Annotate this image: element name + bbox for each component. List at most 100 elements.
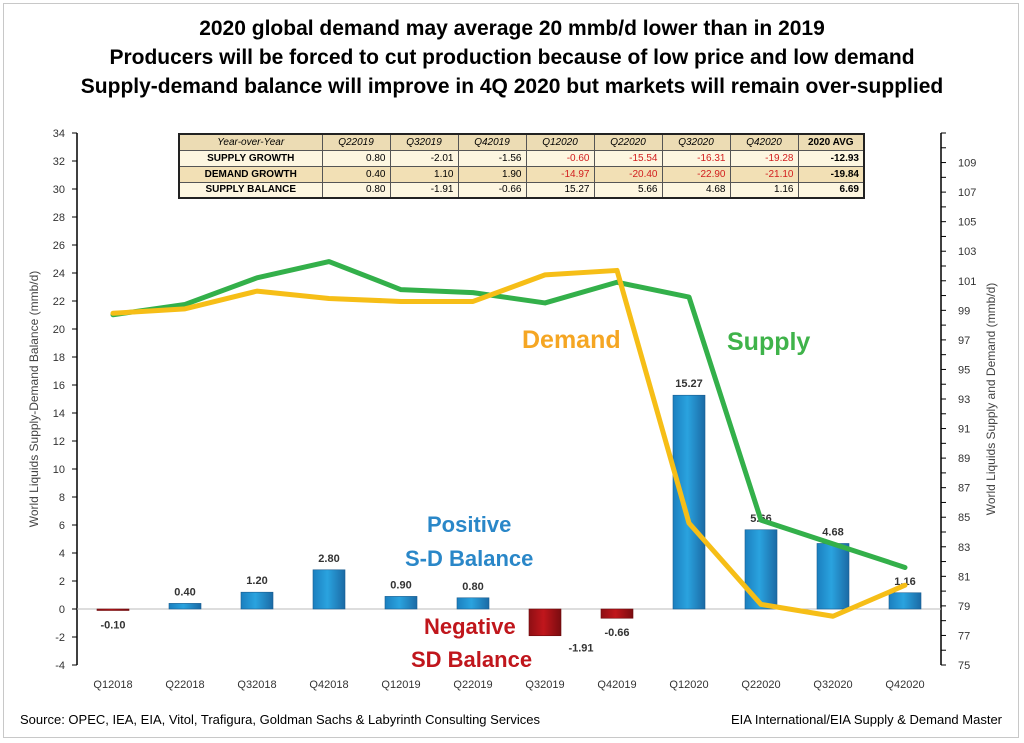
table-cell: -21.10 xyxy=(729,165,799,183)
bar xyxy=(528,608,562,637)
left-tick-label: 32 xyxy=(53,156,65,168)
title-line-3: Supply-demand balance will improve in 4Q… xyxy=(80,75,944,98)
table-cell: 5.66 xyxy=(593,181,663,199)
x-tick-label: Q22019 xyxy=(453,679,492,691)
left-tick-label: 10 xyxy=(53,464,65,476)
row-label: DEMAND GROWTH xyxy=(178,165,323,183)
right-tick-label: 107 xyxy=(958,187,976,199)
x-tick-label: Q12019 xyxy=(381,679,420,691)
left-tick-label: 8 xyxy=(59,492,65,504)
bar xyxy=(96,608,130,611)
left-tick-label: 12 xyxy=(53,436,65,448)
bar-data-label: 0.80 xyxy=(462,581,483,593)
table-header-cell: Q22019 xyxy=(321,133,391,151)
table-cell: -22.90 xyxy=(661,165,731,183)
positive-annotation-line2: S-D Balance xyxy=(405,546,534,571)
x-tick-label: Q32018 xyxy=(237,679,276,691)
right-axis-title: World Liquids Supply and Demand (mmb/d) xyxy=(984,283,998,516)
left-tick-label: 26 xyxy=(53,240,65,252)
left-axis-title: World Liquids Supply-Demand Balance (mmb… xyxy=(27,271,41,528)
x-tick-label: Q12020 xyxy=(669,679,708,691)
table-cell: -12.93 xyxy=(797,149,865,167)
table-cell: 1.10 xyxy=(389,165,459,183)
right-tick-label: 83 xyxy=(958,542,970,554)
table-header-cell: Q32019 xyxy=(389,133,459,151)
table-row: SUPPLY GROWTH 0.80 -2.01 -1.56 -0.60 -15… xyxy=(178,149,865,167)
table-cell: 4.68 xyxy=(661,181,731,199)
table-header-cell: Q12020 xyxy=(525,133,595,151)
table-cell: 1.90 xyxy=(457,165,527,183)
left-tick-label: -2 xyxy=(55,632,65,644)
right-tick-label: 105 xyxy=(958,217,976,229)
table-header-row: Year-over-Year Q22019 Q32019 Q42019 Q120… xyxy=(178,133,865,151)
bar xyxy=(168,603,202,610)
left-tick-label: 24 xyxy=(53,268,65,280)
right-tick-label: 99 xyxy=(958,305,970,317)
table-cell: -19.28 xyxy=(729,149,799,167)
row-label: SUPPLY GROWTH xyxy=(178,149,323,167)
table-header-cell: Q42020 xyxy=(729,133,799,151)
credit-note: EIA International/EIA Supply & Demand Ma… xyxy=(731,712,1002,727)
table-cell: -0.60 xyxy=(525,149,595,167)
table-header-cell: Q32020 xyxy=(661,133,731,151)
right-tick-label: 109 xyxy=(958,158,976,170)
bar xyxy=(240,591,274,610)
demand-annotation: Demand xyxy=(522,326,621,354)
table-cell: -15.54 xyxy=(593,149,663,167)
bar-data-label: 1.20 xyxy=(246,575,267,587)
table-cell: -20.40 xyxy=(593,165,663,183)
left-tick-label: 34 xyxy=(53,128,65,140)
bar-data-label: 15.27 xyxy=(675,378,703,390)
x-tick-label: Q12018 xyxy=(93,679,132,691)
table-cell: 0.40 xyxy=(321,165,391,183)
right-tick-label: 77 xyxy=(958,630,970,642)
right-tick-label: 87 xyxy=(958,483,970,495)
table-cell: 1.16 xyxy=(729,181,799,199)
left-tick-label: 0 xyxy=(59,604,65,616)
positive-annotation-line1: Positive xyxy=(427,512,512,537)
right-tick-label: 81 xyxy=(958,571,970,583)
chart-frame xyxy=(3,3,1019,738)
yoy-table: Year-over-Year Q22019 Q32019 Q42019 Q120… xyxy=(178,133,865,199)
title-line-1: 2020 global demand may average 20 mmb/d … xyxy=(199,17,825,40)
left-tick-label: 20 xyxy=(53,324,65,336)
row-label: SUPPLY BALANCE xyxy=(178,181,323,199)
right-tick-label: 97 xyxy=(958,335,970,347)
supply-annotation: Supply xyxy=(727,328,811,356)
table-cell: -19.84 xyxy=(797,165,865,183)
table-cell: -14.97 xyxy=(525,165,595,183)
left-tick-label: 6 xyxy=(59,520,65,532)
right-tick-label: 103 xyxy=(958,246,976,258)
table-cell: 0.80 xyxy=(321,181,391,199)
right-tick-label: 89 xyxy=(958,453,970,465)
right-tick-label: 95 xyxy=(958,364,970,376)
demand-line xyxy=(110,267,908,619)
x-tick-label: Q32019 xyxy=(525,679,564,691)
table-header-cell: 2020 AVG xyxy=(797,133,865,151)
right-tick-label: 91 xyxy=(958,424,970,436)
left-tick-label: 28 xyxy=(53,212,65,224)
left-tick-label: 2 xyxy=(59,576,65,588)
left-tick-label: 22 xyxy=(53,296,65,308)
bar xyxy=(672,394,706,610)
table-header-cell: Q42019 xyxy=(457,133,527,151)
x-tick-label: Q42019 xyxy=(597,679,636,691)
negative-annotation-line2: SD Balance xyxy=(411,647,533,672)
chart-titles: 2020 global demand may average 20 mmb/d … xyxy=(0,14,1024,101)
left-tick-label: 16 xyxy=(53,380,65,392)
bar-data-label: -0.10 xyxy=(100,620,125,632)
table-cell: -1.91 xyxy=(389,181,459,199)
table-cell: -16.31 xyxy=(661,149,731,167)
bar xyxy=(816,543,850,610)
source-note: Source: OPEC, IEA, EIA, Vitol, Trafigura… xyxy=(20,712,540,727)
left-tick-label: 14 xyxy=(53,408,65,420)
bar-data-label: -1.91 xyxy=(568,643,593,655)
supply-line xyxy=(110,259,908,570)
bar-data-label: 2.80 xyxy=(318,553,339,565)
table-header-cell: Year-over-Year xyxy=(178,133,323,151)
bar xyxy=(384,596,418,610)
left-tick-label: 4 xyxy=(59,548,65,560)
negative-annotation-line1: Negative xyxy=(424,614,516,639)
x-tick-label: Q42020 xyxy=(885,679,924,691)
